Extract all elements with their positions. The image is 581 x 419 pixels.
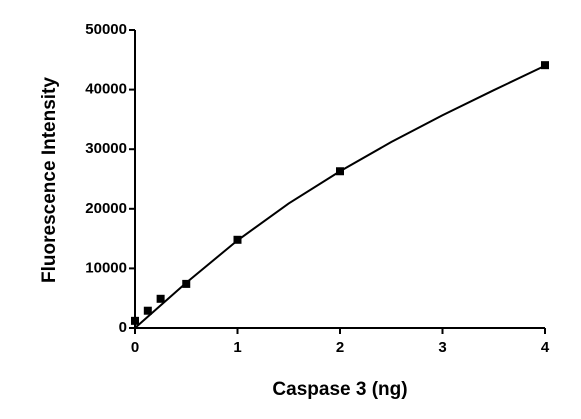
x-axis-title: Caspase 3 (ng) bbox=[272, 379, 407, 400]
x-tick-label: 4 bbox=[541, 339, 550, 356]
point bbox=[156, 294, 165, 303]
y-axis-title: Fluorescence Intensity bbox=[39, 77, 60, 283]
point bbox=[131, 316, 139, 325]
y-tick-label: 20000 bbox=[85, 200, 127, 217]
x-tick-label: 0 bbox=[131, 339, 139, 356]
x-tick-label: 2 bbox=[336, 339, 344, 356]
y-tick-label: 30000 bbox=[85, 140, 127, 157]
point bbox=[233, 235, 242, 244]
point bbox=[143, 306, 152, 315]
y-tick-label: 10000 bbox=[85, 259, 127, 276]
y-tick-label: 40000 bbox=[85, 81, 127, 98]
point bbox=[336, 167, 344, 176]
x-tick-label: 1 bbox=[233, 339, 241, 356]
point bbox=[541, 61, 549, 70]
point bbox=[182, 279, 191, 288]
y-tick-label: 0 bbox=[119, 319, 127, 336]
y-tick-label: 50000 bbox=[85, 21, 127, 38]
x-tick-label: 3 bbox=[438, 339, 446, 356]
fit-curve bbox=[134, 64, 546, 329]
